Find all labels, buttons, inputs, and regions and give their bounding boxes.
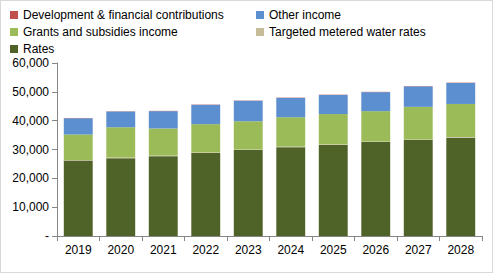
svg-text:2022: 2022 <box>192 243 219 257</box>
svg-text:50,000: 50,000 <box>12 85 49 99</box>
svg-text:-: - <box>45 229 49 243</box>
svg-text:2026: 2026 <box>362 243 389 257</box>
svg-text:Targeted metered water rates: Targeted metered water rates <box>269 25 426 39</box>
svg-text:2023: 2023 <box>235 243 262 257</box>
svg-text:10,000: 10,000 <box>12 200 49 214</box>
svg-text:40,000: 40,000 <box>12 114 49 128</box>
svg-text:Rates: Rates <box>23 42 54 56</box>
svg-text:2019: 2019 <box>65 243 92 257</box>
svg-text:Grants and subsidies income: Grants and subsidies income <box>23 25 178 39</box>
svg-text:2020: 2020 <box>107 243 134 257</box>
svg-text:60,000: 60,000 <box>12 56 49 70</box>
svg-text:2024: 2024 <box>277 243 304 257</box>
svg-text:30,000: 30,000 <box>12 143 49 157</box>
svg-text:20,000: 20,000 <box>12 171 49 185</box>
svg-text:Other income: Other income <box>269 8 341 22</box>
svg-text:2027: 2027 <box>405 243 432 257</box>
svg-text:2025: 2025 <box>320 243 347 257</box>
svg-text:Development & financial contri: Development & financial contributions <box>23 8 224 22</box>
svg-text:2028: 2028 <box>447 243 474 257</box>
svg-text:2021: 2021 <box>150 243 177 257</box>
